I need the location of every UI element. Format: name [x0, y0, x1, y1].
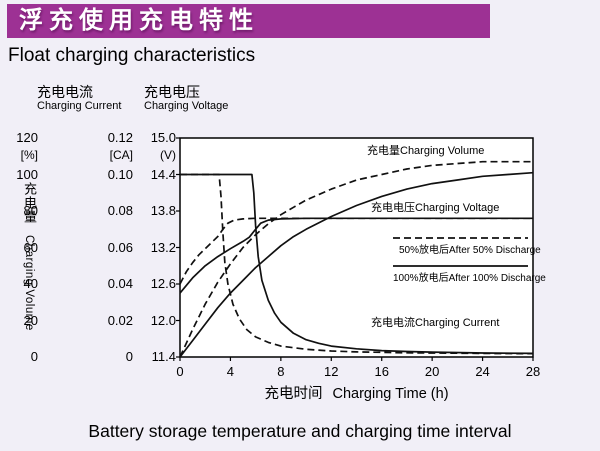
current-unit-label: [CA] [109, 148, 133, 163]
voltage-tick-label: 11.4 [151, 349, 176, 364]
legend-after-100pct-discharge: 100%放电后After 100% Discharge [393, 273, 546, 284]
series-charging_voltage_after_50pct_discharge [179, 217, 533, 285]
x-tick-label: 8 [277, 364, 285, 379]
volume-axis-title: 充电量 Charging Volume [20, 182, 39, 330]
volume-tick-label: 20 [23, 312, 38, 328]
volume-axis-title-cn: 充电量 [22, 182, 37, 224]
legend-after-50pct-discharge: 50%放电后After 50% Discharge [399, 245, 541, 256]
voltage-tick-label: 13.8 [150, 203, 176, 218]
volume-tick-label: 80 [23, 203, 38, 218]
page-subtitle: Float charging characteristics [8, 45, 256, 66]
bottom-caption: Battery storage temperature and charging… [88, 421, 512, 441]
voltage-unit-label: (V) [160, 148, 176, 163]
series-charging_voltage_after_100pct_discharge [179, 217, 533, 294]
volume-axis-title-en: Charging Volume [23, 234, 35, 331]
current-tick-label: 0.12 [107, 130, 133, 145]
voltage-tick-label: 14.4 [150, 166, 176, 182]
x-tick-label: 16 [374, 364, 389, 379]
volume-tick-label: 100 [16, 166, 38, 182]
x-tick-label: 24 [475, 364, 490, 379]
voltage-axis-header-cn: 充电电压 [144, 84, 200, 100]
volume-tick-label: 60 [23, 239, 38, 255]
x-tick-label: 0 [176, 364, 184, 379]
voltage-tick-label: 12.6 [150, 276, 176, 291]
charging-voltage-curve-label: 充电电压Charging Voltage [371, 202, 500, 214]
current-tick-label: 0 [125, 349, 133, 364]
voltage-tick-label: 12.0 [150, 312, 176, 328]
volume-tick-label: 0 [30, 349, 38, 364]
series-charging_current_after_100pct_discharge [180, 173, 534, 355]
current-axis-header-cn: 充电电流 [37, 84, 93, 100]
voltage-tick-label: 15.0 [150, 130, 176, 145]
voltage-tick-label: 13.2 [150, 239, 176, 255]
x-tick-label: 28 [525, 364, 541, 379]
voltage-axis-header: 充电电压 Charging Voltage [144, 84, 228, 113]
volume-tick-label: 120 [16, 130, 38, 145]
current-axis-header-en: Charging Current [37, 100, 122, 113]
x-axis-title: 充电时间 Charging Time (h) [180, 382, 533, 403]
current-axis-header: 充电电流 Charging Current [37, 84, 121, 113]
current-tick-label: 0.08 [107, 203, 133, 218]
current-tick-label: 0.02 [107, 312, 133, 328]
current-tick-label: 0.04 [107, 276, 133, 291]
x-axis-title-cn: 充电时间 [264, 386, 323, 402]
volume-unit-label: [%] [20, 148, 38, 163]
voltage-axis-header-en: Charging Voltage [144, 100, 229, 113]
series-charging_volume_after_50pct_discharge [179, 160, 533, 358]
x-axis-title-en: Charging Time (h) [332, 386, 449, 402]
x-tick-label: 4 [226, 364, 235, 379]
volume-tick-label: 40 [23, 276, 38, 291]
current-tick-label: 0.10 [107, 166, 133, 182]
current-tick-label: 0.06 [107, 239, 133, 255]
banner-title: 浮充使用充电特性 [7, 4, 490, 38]
charging-current-curve-label: 充电电流Charging Current [371, 317, 500, 329]
x-tick-label: 20 [424, 364, 440, 379]
series-charging_current_after_50pct_discharge [180, 173, 534, 355]
charging-volume-curve-label: 充电量Charging Volume [367, 145, 485, 157]
x-tick-label: 12 [324, 364, 339, 379]
series-charging_volume_after_100pct_discharge [179, 171, 534, 358]
